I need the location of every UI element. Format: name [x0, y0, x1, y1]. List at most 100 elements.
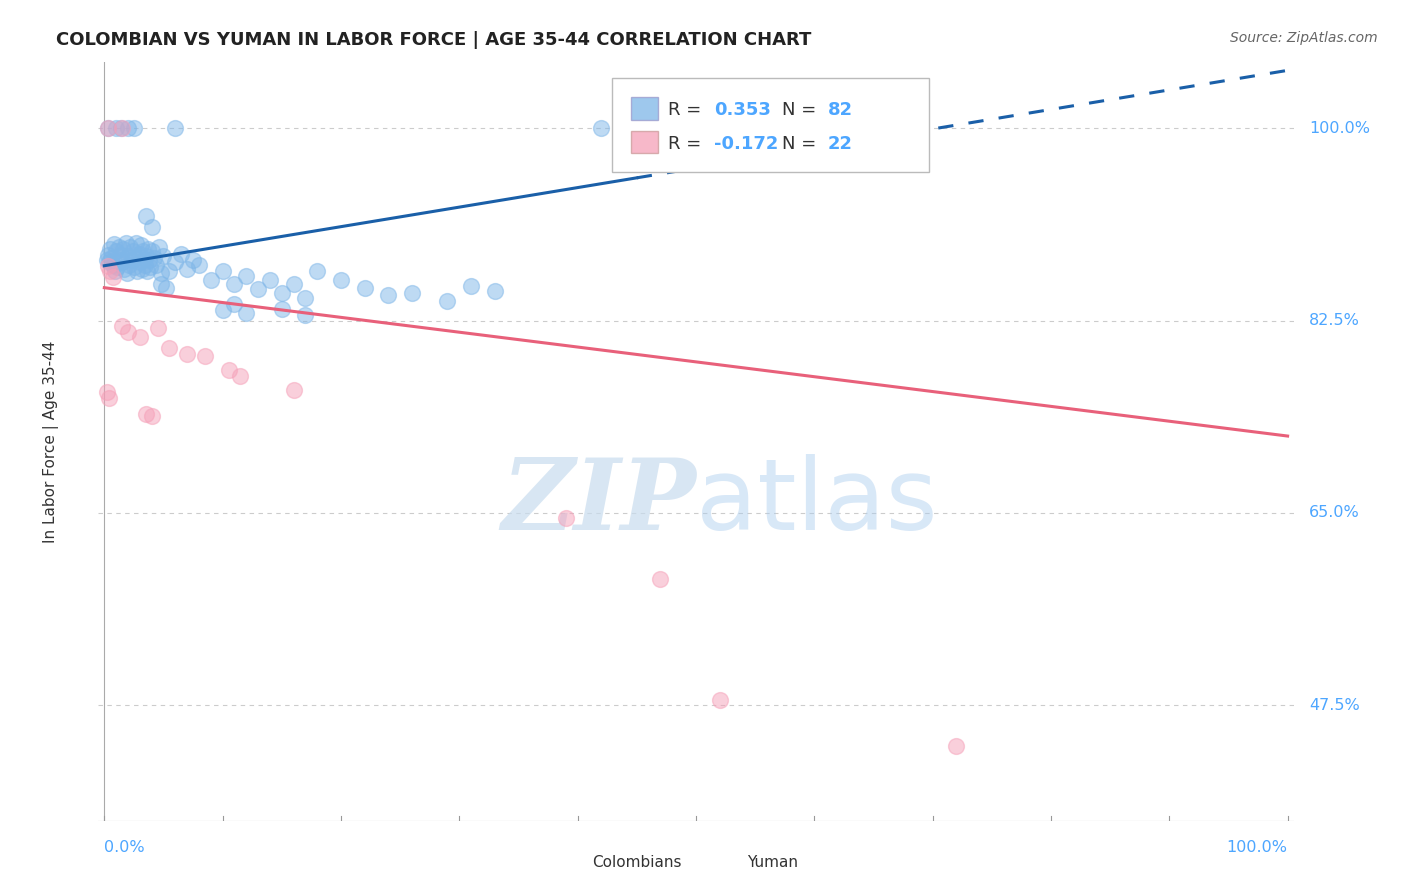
Point — [283, 277, 305, 292]
Point — [122, 260, 145, 274]
Point — [862, 121, 884, 136]
Point — [945, 739, 967, 753]
Text: COLOMBIAN VS YUMAN IN LABOR FORCE | AGE 35-44 CORRELATION CHART: COLOMBIAN VS YUMAN IN LABOR FORCE | AGE … — [56, 31, 811, 49]
Text: 65.0%: 65.0% — [1309, 506, 1360, 520]
Point — [143, 251, 166, 265]
Point — [377, 288, 399, 302]
Point — [114, 262, 136, 277]
Point — [104, 264, 127, 278]
Point — [118, 258, 141, 272]
Point — [294, 291, 316, 305]
Point — [128, 246, 150, 260]
Point — [122, 121, 145, 136]
Point — [188, 258, 211, 272]
Point — [554, 511, 576, 525]
Point — [121, 244, 143, 259]
Point — [181, 253, 204, 268]
Text: ZIP: ZIP — [501, 454, 696, 550]
Point — [117, 249, 139, 263]
Point — [270, 301, 292, 316]
Point — [211, 302, 233, 317]
Point — [235, 268, 257, 283]
Point — [105, 121, 128, 136]
Point — [101, 269, 124, 284]
Point — [98, 242, 121, 256]
Point — [136, 242, 159, 256]
Point — [98, 255, 121, 269]
Point — [218, 363, 240, 377]
FancyBboxPatch shape — [631, 97, 658, 120]
Point — [96, 253, 118, 268]
Point — [200, 273, 222, 287]
Point — [105, 260, 128, 274]
Point — [330, 273, 353, 287]
Point — [108, 253, 131, 268]
Point — [121, 253, 143, 268]
FancyBboxPatch shape — [631, 130, 658, 153]
Point — [141, 220, 163, 235]
Point — [247, 282, 270, 296]
Point — [107, 240, 129, 254]
Point — [115, 267, 138, 281]
Point — [259, 273, 281, 287]
Point — [97, 259, 120, 273]
Point — [436, 293, 458, 308]
Text: 0.0%: 0.0% — [104, 840, 145, 855]
Point — [124, 251, 146, 265]
Point — [111, 319, 134, 334]
Point — [131, 262, 153, 277]
Point — [98, 264, 121, 278]
Point — [401, 286, 423, 301]
Point — [157, 341, 180, 355]
Point — [101, 258, 124, 272]
Text: Source: ZipAtlas.com: Source: ZipAtlas.com — [1230, 31, 1378, 45]
Point — [150, 267, 173, 281]
Text: 22: 22 — [828, 135, 852, 153]
Point — [100, 251, 122, 265]
Point — [165, 121, 187, 136]
Point — [125, 235, 148, 250]
Point — [152, 249, 174, 263]
Point — [157, 264, 180, 278]
Point — [117, 325, 139, 339]
Point — [270, 286, 292, 301]
Text: -0.172: -0.172 — [714, 135, 779, 153]
Text: N =: N = — [782, 135, 823, 153]
Point — [155, 281, 177, 295]
Point — [103, 236, 125, 251]
Point — [127, 264, 149, 278]
Text: R =: R = — [668, 101, 707, 120]
Point — [135, 209, 157, 223]
Text: 100.0%: 100.0% — [1309, 121, 1369, 136]
Point — [128, 330, 150, 344]
Point — [294, 308, 316, 322]
Point — [176, 346, 198, 360]
Point — [307, 264, 329, 278]
Point — [134, 258, 156, 272]
Point — [170, 246, 193, 260]
Point — [110, 121, 132, 136]
Point — [112, 242, 135, 256]
Text: Colombians: Colombians — [592, 855, 682, 870]
Point — [96, 385, 118, 400]
Point — [114, 235, 136, 250]
Point — [484, 284, 506, 298]
Point — [141, 409, 163, 424]
Point — [120, 240, 142, 254]
Point — [150, 277, 173, 292]
Point — [129, 237, 152, 252]
Point — [224, 297, 246, 311]
Point — [165, 255, 187, 269]
Point — [224, 277, 246, 292]
Point — [139, 260, 162, 274]
Point — [111, 255, 134, 269]
Point — [194, 349, 217, 363]
Text: 100.0%: 100.0% — [1226, 840, 1288, 855]
FancyBboxPatch shape — [613, 78, 929, 172]
Text: 0.353: 0.353 — [714, 101, 770, 120]
Text: 82.5%: 82.5% — [1309, 313, 1360, 328]
Text: Yuman: Yuman — [748, 855, 799, 870]
Point — [229, 368, 252, 383]
Point — [98, 391, 121, 405]
Point — [145, 258, 167, 272]
